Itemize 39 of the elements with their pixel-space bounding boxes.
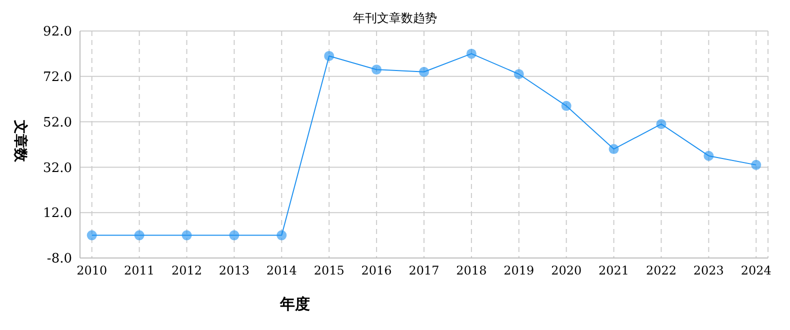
- y-axis-title: 文章数: [11, 119, 29, 164]
- point: [134, 230, 144, 240]
- y-tick-label: 32.0: [43, 160, 72, 176]
- y-tick-label: 72.0: [43, 70, 72, 86]
- y-tick-label: 92.0: [43, 24, 72, 40]
- point: [182, 230, 192, 240]
- x-tick-label: 2022: [646, 264, 677, 278]
- x-tick-label: 2020: [551, 264, 582, 278]
- point: [751, 160, 762, 170]
- x-tick-label: 2021: [598, 264, 630, 278]
- point: [372, 64, 382, 75]
- x-tick-label: 2019: [504, 264, 534, 278]
- y-tick-label: 52.0: [43, 115, 72, 130]
- x-tick-label: 2013: [218, 264, 250, 278]
- point: [561, 100, 572, 111]
- x-tick-label: 2016: [361, 264, 392, 278]
- point: [324, 50, 334, 61]
- point: [229, 230, 240, 240]
- x-tick-label: 2010: [76, 264, 108, 278]
- y-tick-label: 12.0: [43, 206, 72, 222]
- point: [514, 69, 524, 80]
- point: [86, 230, 97, 240]
- x-tick-label: 2011: [124, 264, 155, 278]
- point: [419, 66, 429, 77]
- x-tick-label: 2012: [171, 264, 202, 278]
- point: [704, 150, 714, 161]
- x-tick-label: 2014: [266, 264, 298, 278]
- point: [466, 48, 476, 59]
- x-tick-label: 2015: [314, 264, 344, 278]
- chart-title: 年刊文章数趋势: [353, 11, 437, 25]
- point: [656, 119, 666, 130]
- x-tick-label: 2023: [693, 264, 724, 278]
- point: [276, 230, 287, 240]
- x-tick-label: 2024: [740, 264, 772, 278]
- x-tick-label: 2017: [408, 264, 440, 278]
- point: [608, 144, 619, 154]
- x-tick-label: 2018: [456, 264, 487, 278]
- y-tick-label: -8.0: [46, 252, 72, 267]
- x-axis-title: 年度: [280, 295, 310, 314]
